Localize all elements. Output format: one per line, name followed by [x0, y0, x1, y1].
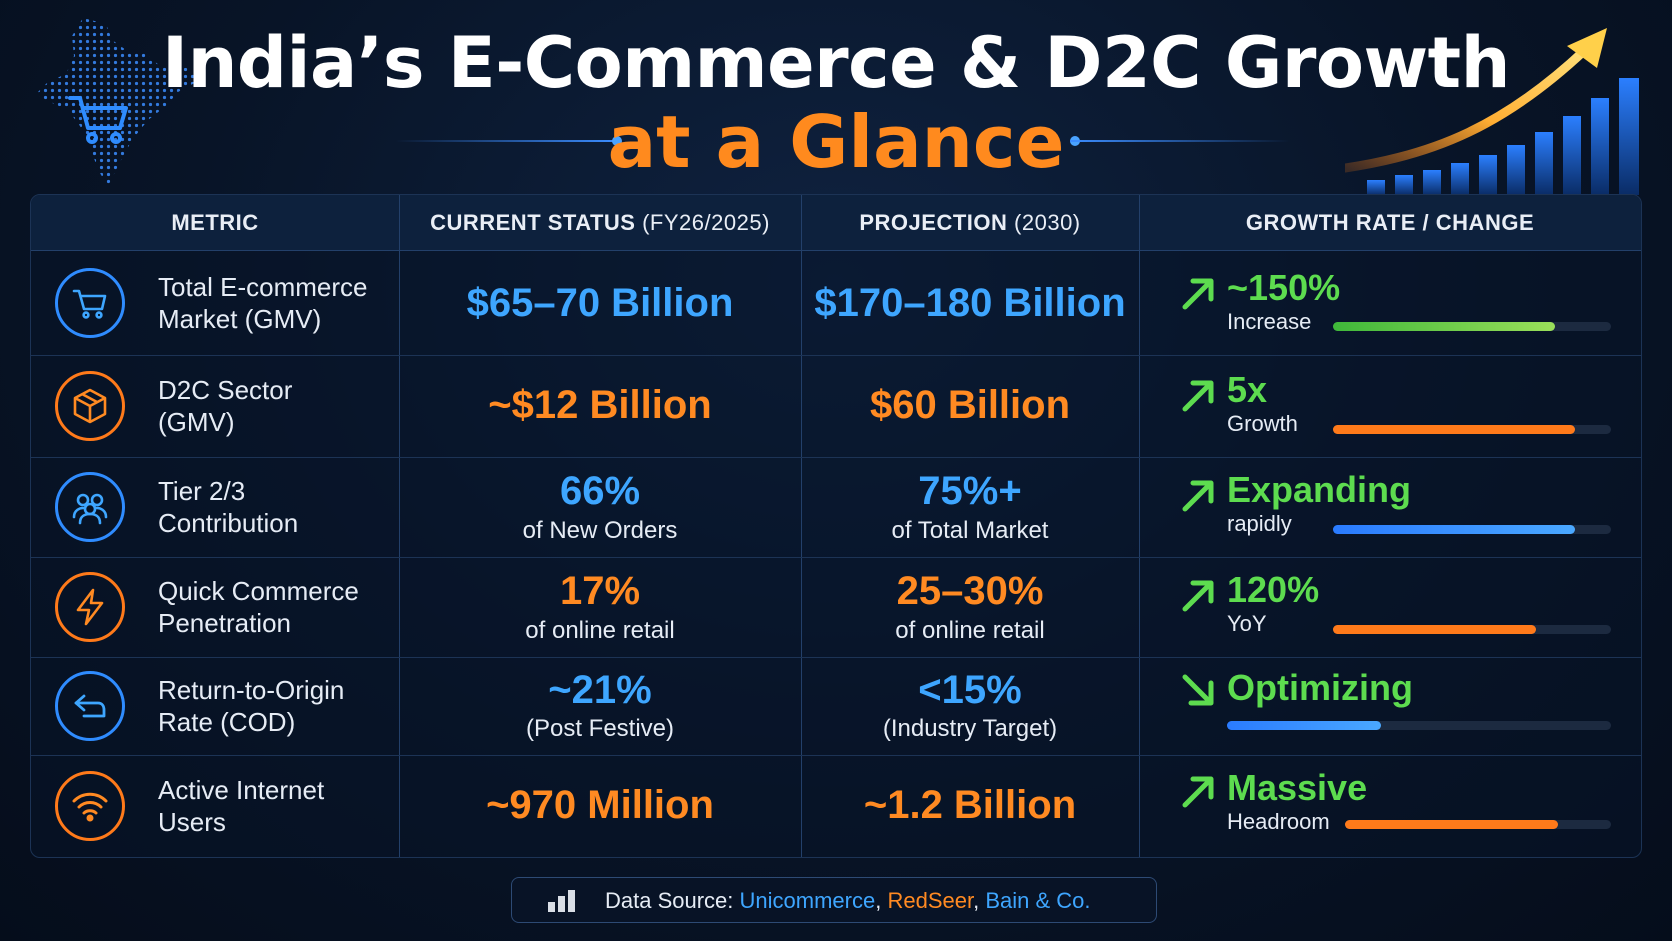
- growth-progress-bar: [1227, 721, 1611, 730]
- package-box-icon: [73, 388, 107, 424]
- growth-chart-arrow-icon: [1345, 28, 1639, 195]
- growth-progress-bar: [1333, 425, 1611, 434]
- arrow-up-right-icon: [1182, 776, 1214, 808]
- current-value: 66%: [559, 469, 641, 513]
- metric-label: Active Internet Users: [158, 775, 325, 837]
- page-subtitle: at a Glance: [607, 100, 1065, 184]
- metric-icon-ring: [55, 572, 125, 642]
- growth-caption: Increase: [1227, 309, 1312, 334]
- users-group-icon: [72, 493, 108, 525]
- table-row: Quick Commerce Penetration 17% of online…: [31, 557, 1641, 658]
- page-title: India’s E-Commerce & D2C Growth: [162, 22, 1510, 104]
- data-source-label: Data Source:: [605, 888, 734, 913]
- current-value: 17%: [559, 569, 641, 613]
- growth-value: Optimizing: [1227, 667, 1413, 708]
- shopping-cart-icon: [72, 289, 107, 319]
- table-row: Active Internet Users ~970 Million ~1.2 …: [31, 755, 1641, 857]
- growth-value: Expanding: [1227, 469, 1412, 510]
- wifi-icon: [72, 792, 108, 822]
- table-row: Total E-commerce Market (GMV) $65–70 Bil…: [31, 251, 1641, 356]
- arrow-down-right-icon: [1182, 674, 1214, 706]
- growth-progress-fill: [1333, 425, 1575, 434]
- growth-progress-fill: [1333, 625, 1536, 634]
- arrow-up-right-icon: [1182, 380, 1214, 412]
- projection-value: 25–30%: [896, 569, 1044, 613]
- current-value: ~970 Million: [486, 783, 714, 827]
- title-divider-left: [395, 140, 615, 142]
- metric-label: Total E-commerce Market (GMV): [158, 272, 368, 334]
- growth-progress-bar: [1333, 322, 1611, 331]
- table-row: Tier 2/3 Contribution 66% of New Orders …: [31, 457, 1641, 558]
- growth-value: ~150%: [1227, 267, 1341, 308]
- data-source-text: Data Source: Unicommerce, RedSeer, Bain …: [605, 888, 1091, 913]
- table-header: METRIC CURRENT STATUS (FY26/2025) PROJEC…: [31, 195, 1641, 251]
- growth-progress-fill: [1345, 820, 1558, 829]
- projection-value: ~1.2 Billion: [863, 783, 1077, 827]
- projection-value: $170–180 Billion: [814, 281, 1126, 325]
- title-divider-dot-left: [612, 136, 622, 146]
- metric-label: Return-to-Origin Rate (COD): [158, 675, 345, 737]
- growth-metrics-table: METRIC CURRENT STATUS (FY26/2025) PROJEC…: [30, 194, 1642, 858]
- growth-value: Massive: [1227, 767, 1368, 808]
- growth-progress-bar: [1333, 525, 1611, 534]
- column-header-projection: PROJECTION (2030): [859, 210, 1081, 235]
- projection-caption: of online retail: [895, 617, 1045, 644]
- growth-caption: Growth: [1227, 411, 1298, 436]
- return-arrow-icon: [74, 694, 106, 718]
- column-header-metric: METRIC: [171, 210, 259, 235]
- column-divider: [1139, 195, 1140, 857]
- growth-value: 5x: [1227, 369, 1268, 410]
- current-caption: (Post Festive): [525, 715, 675, 742]
- metric-icon-ring: [55, 671, 125, 741]
- bar-chart-icon: [548, 890, 575, 912]
- metric-label: D2C Sector (GMV): [158, 375, 293, 437]
- header: India’s E-Commerce & D2C Growth at a Gla…: [0, 0, 1672, 195]
- metric-icon-ring: [55, 472, 125, 542]
- growth-progress-fill: [1333, 322, 1556, 331]
- growth-caption: YoY: [1227, 611, 1267, 636]
- metric-icon-ring: [55, 771, 125, 841]
- metric-icon-ring: [55, 371, 125, 441]
- metric-label: Quick Commerce Penetration: [158, 576, 359, 638]
- table-row: D2C Sector (GMV) ~$12 Billion $60 Billio…: [31, 355, 1641, 458]
- metric-label: Tier 2/3 Contribution: [158, 476, 299, 538]
- current-caption: of online retail: [525, 617, 675, 644]
- projection-value: $60 Billion: [869, 383, 1071, 427]
- metric-icon-ring: [55, 268, 125, 338]
- lightning-bolt-icon: [76, 588, 104, 626]
- projection-value: <15%: [918, 668, 1022, 712]
- table-row: Return-to-Origin Rate (COD) ~21% (Post F…: [31, 657, 1641, 756]
- source-bain: Bain & Co.: [985, 888, 1091, 913]
- arrow-up-right-icon: [1182, 278, 1214, 310]
- current-caption: of New Orders: [522, 517, 678, 544]
- projection-caption: (Industry Target): [882, 715, 1058, 742]
- title-divider-right: [1070, 140, 1290, 142]
- growth-progress-bar: [1333, 625, 1611, 634]
- growth-value: 120%: [1227, 569, 1320, 610]
- growth-caption: rapidly: [1227, 511, 1292, 536]
- current-value: $65–70 Billion: [466, 281, 734, 325]
- current-value: ~$12 Billion: [488, 383, 712, 427]
- column-header-current-status: CURRENT STATUS (FY26/2025): [430, 210, 770, 235]
- projection-caption: of Total Market: [891, 517, 1049, 544]
- column-divider: [399, 195, 400, 857]
- projection-value: 75%+: [918, 469, 1022, 513]
- arrow-up-right-icon: [1182, 580, 1214, 612]
- column-header-growth-rate: GROWTH RATE / CHANGE: [1245, 210, 1535, 235]
- growth-caption: Headroom: [1227, 809, 1330, 834]
- growth-progress-fill: [1333, 525, 1575, 534]
- data-source-footer: Data Source: Unicommerce, RedSeer, Bain …: [511, 877, 1157, 923]
- column-divider: [801, 195, 802, 857]
- growth-progress-bar: [1345, 820, 1611, 829]
- source-redseer: RedSeer: [887, 888, 974, 913]
- current-value: ~21%: [548, 668, 652, 712]
- growth-progress-fill: [1227, 721, 1381, 730]
- source-unicommerce: Unicommerce: [739, 888, 876, 913]
- india-map-cart-icon: [36, 18, 200, 186]
- arrow-up-right-icon: [1182, 480, 1214, 512]
